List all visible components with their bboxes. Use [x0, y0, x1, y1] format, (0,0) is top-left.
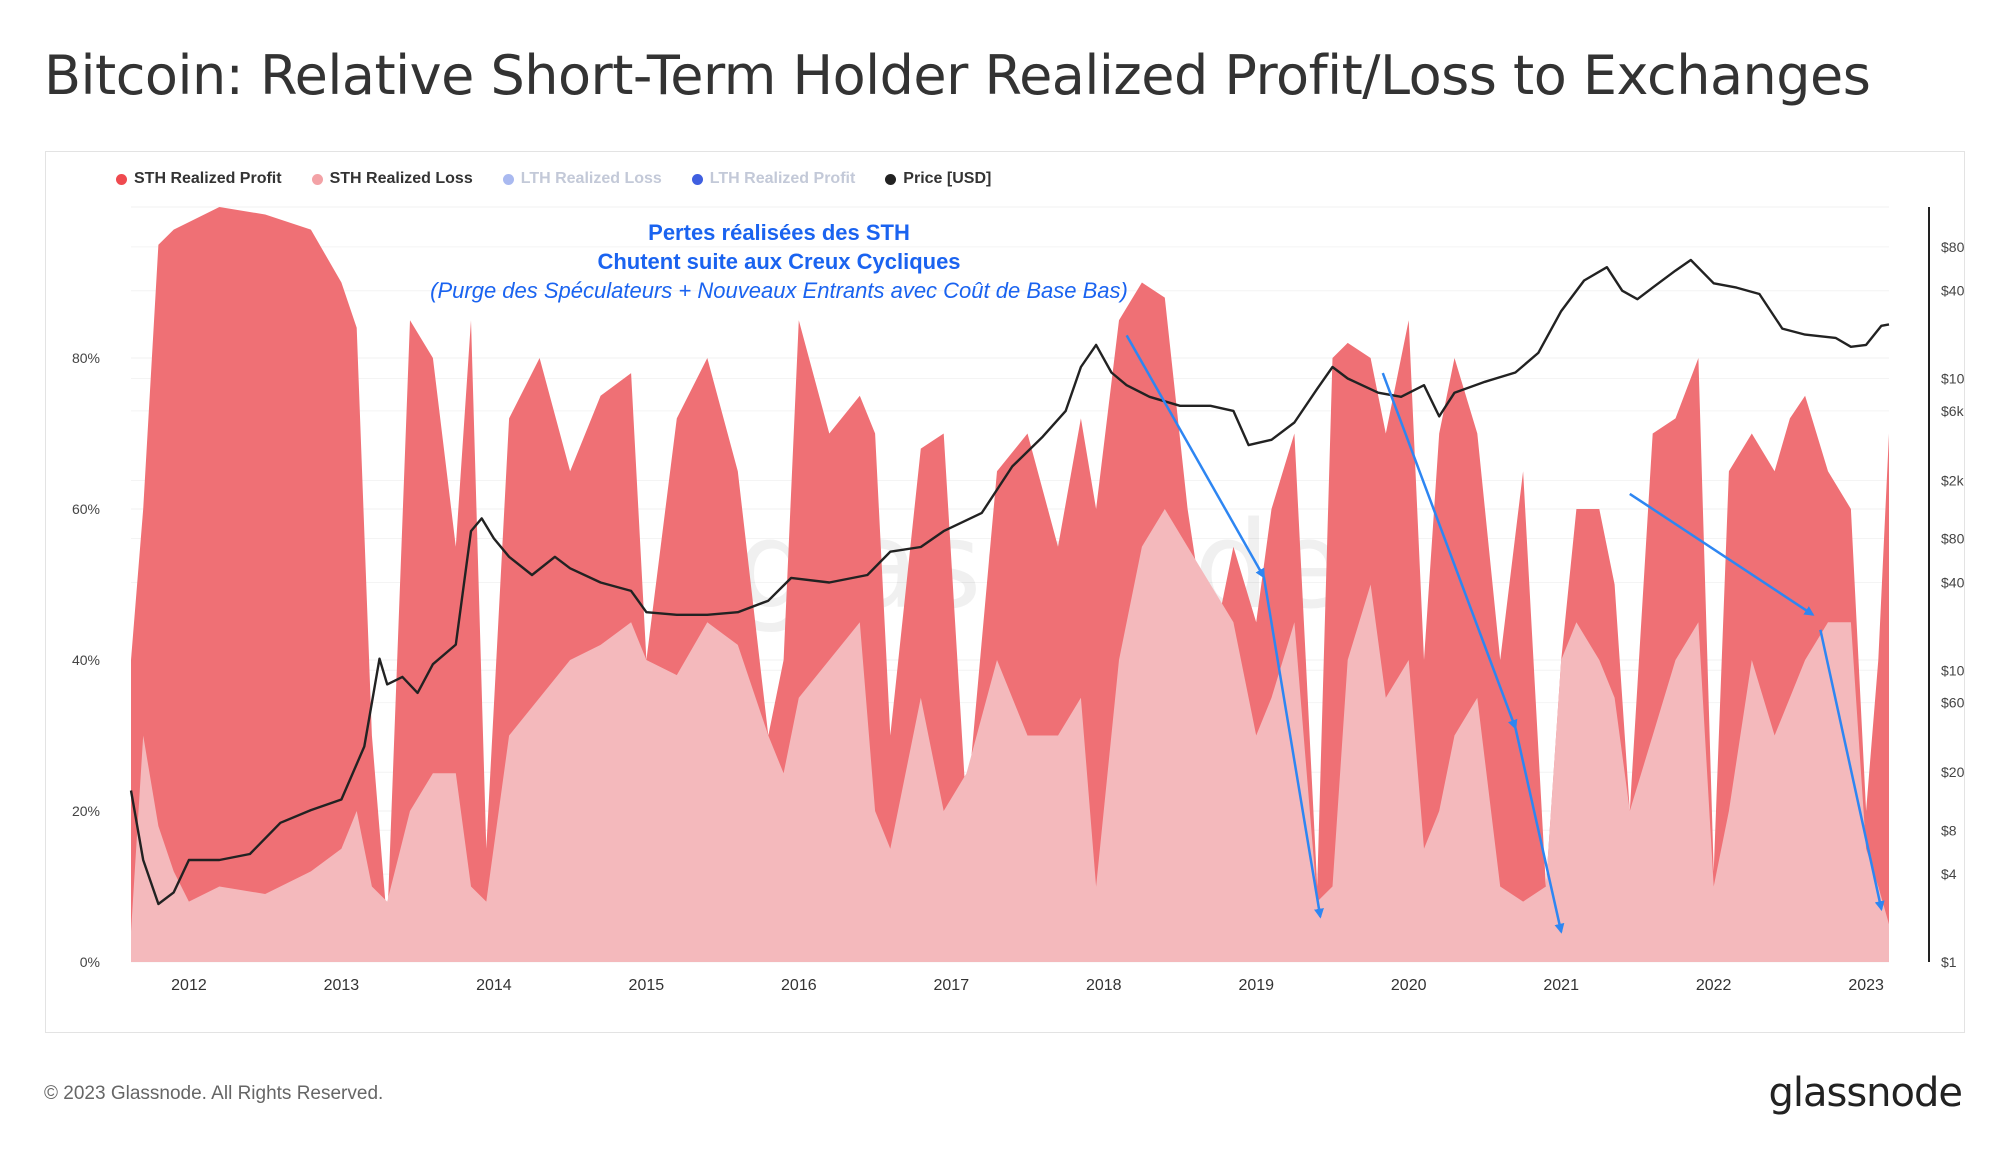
legend-item[interactable]: Price [USD] [885, 170, 991, 188]
x-tick-label: 2018 [1086, 977, 1122, 994]
annotation-line-3: (Purge des Spéculateurs + Nouveaux Entra… [430, 278, 1128, 303]
x-tick-label: 2019 [1238, 977, 1274, 994]
y-right-tick-label: $6k [1941, 403, 1964, 419]
chart-svg: glassnode 201220132014201520162017201820… [72, 206, 1964, 994]
x-tick-label: 2023 [1848, 977, 1884, 994]
annotation-arrow [1629, 492, 1815, 616]
y-right-tick-label: $800 [1941, 531, 1964, 547]
annotation-line-2: Chutent suite aux Creux Cycliques [597, 249, 960, 274]
x-tick-label: 2014 [476, 977, 512, 994]
x-tick-label: 2021 [1543, 977, 1579, 994]
annotation-arrow [1514, 727, 1565, 934]
annotation-arrow [1381, 372, 1518, 730]
legend-label: LTH Realized Profit [709, 170, 856, 187]
chart-panel: STH Realized Profit STH Realized Loss LTH … [45, 151, 1965, 1033]
axis-layer: 2012 2013 2014 2015 2016 2017 2018 2019 2020 2021… [72, 207, 1964, 994]
y-right-tick-label: $40k [1941, 283, 1964, 299]
y-right-tick-label: $1 [1941, 954, 1957, 970]
page-title: Bitcoin: Relative Short-Term Holder Real… [44, 44, 1871, 107]
legend-dot [691, 173, 703, 185]
price-layer [129, 258, 1890, 906]
x-tick-label: 2017 [934, 977, 970, 994]
legend-dot [885, 173, 897, 185]
legend-item[interactable]: LTH Realized Profit [691, 170, 856, 188]
y-left-tick-label: 80% [72, 350, 100, 366]
legend-label: STH Realized Profit [134, 170, 282, 187]
sth-loss-area [131, 509, 1889, 962]
x-tick-label: 2022 [1696, 977, 1732, 994]
area-layer [131, 207, 1889, 962]
y-right-tick-label: $4 [1941, 866, 1957, 882]
annotation-arrow [1125, 334, 1265, 579]
legend-item[interactable]: LTH Realized Loss [502, 170, 662, 188]
legend-label: STH Realized Loss [329, 170, 473, 187]
annotation-arrow [1819, 629, 1885, 912]
annotation-layer: Pertes réalisées des STH Chutent suite au… [430, 220, 1128, 303]
arrow-layer [1125, 334, 1885, 934]
x-tick-label: 2012 [171, 977, 207, 994]
y-left-tick-label: 0% [80, 954, 100, 970]
y-left-tick-label: 60% [72, 501, 100, 517]
legend-dot [502, 173, 514, 185]
y-right-tick-label: $10k [1941, 371, 1964, 387]
annotation-line-1: Pertes réalisées des STH [648, 220, 910, 245]
y-right-tick-label: $20 [1941, 764, 1964, 780]
y-right-tick-label: $2k [1941, 473, 1964, 489]
y-left-tick-label: 20% [72, 803, 100, 819]
legend-label: Price [USD] [903, 170, 992, 187]
price-line [129, 258, 1890, 906]
copyright-footer: © 2023 Glassnode. All Rights Reserved. [44, 1083, 384, 1104]
chart-legend: STH Realized Profit STH Realized Loss LTH … [116, 170, 991, 188]
y-right-tick-label: $400 [1941, 574, 1964, 590]
x-tick-label: 2015 [629, 977, 665, 994]
annotation-arrow [1262, 576, 1324, 919]
x-tick-label: 2013 [324, 977, 360, 994]
legend-label: LTH Realized Loss [520, 170, 662, 187]
y-right-tick-label: $80k [1941, 239, 1964, 255]
legend-item[interactable]: STH Realized Profit [116, 170, 282, 188]
y-right-tick-label: $8 [1941, 822, 1957, 838]
legend-dot [311, 173, 323, 185]
legend-dot [116, 173, 127, 185]
glassnode-logo: glassnode [1768, 1070, 1963, 1116]
y-right-tick-label: $60 [1941, 695, 1964, 711]
y-left-tick-label: 40% [72, 652, 100, 668]
x-tick-label: 2016 [781, 977, 817, 994]
legend-item[interactable]: STH Realized Loss [311, 170, 473, 188]
x-tick-label: 2020 [1391, 977, 1427, 994]
y-right-tick-label: $100 [1941, 662, 1964, 678]
